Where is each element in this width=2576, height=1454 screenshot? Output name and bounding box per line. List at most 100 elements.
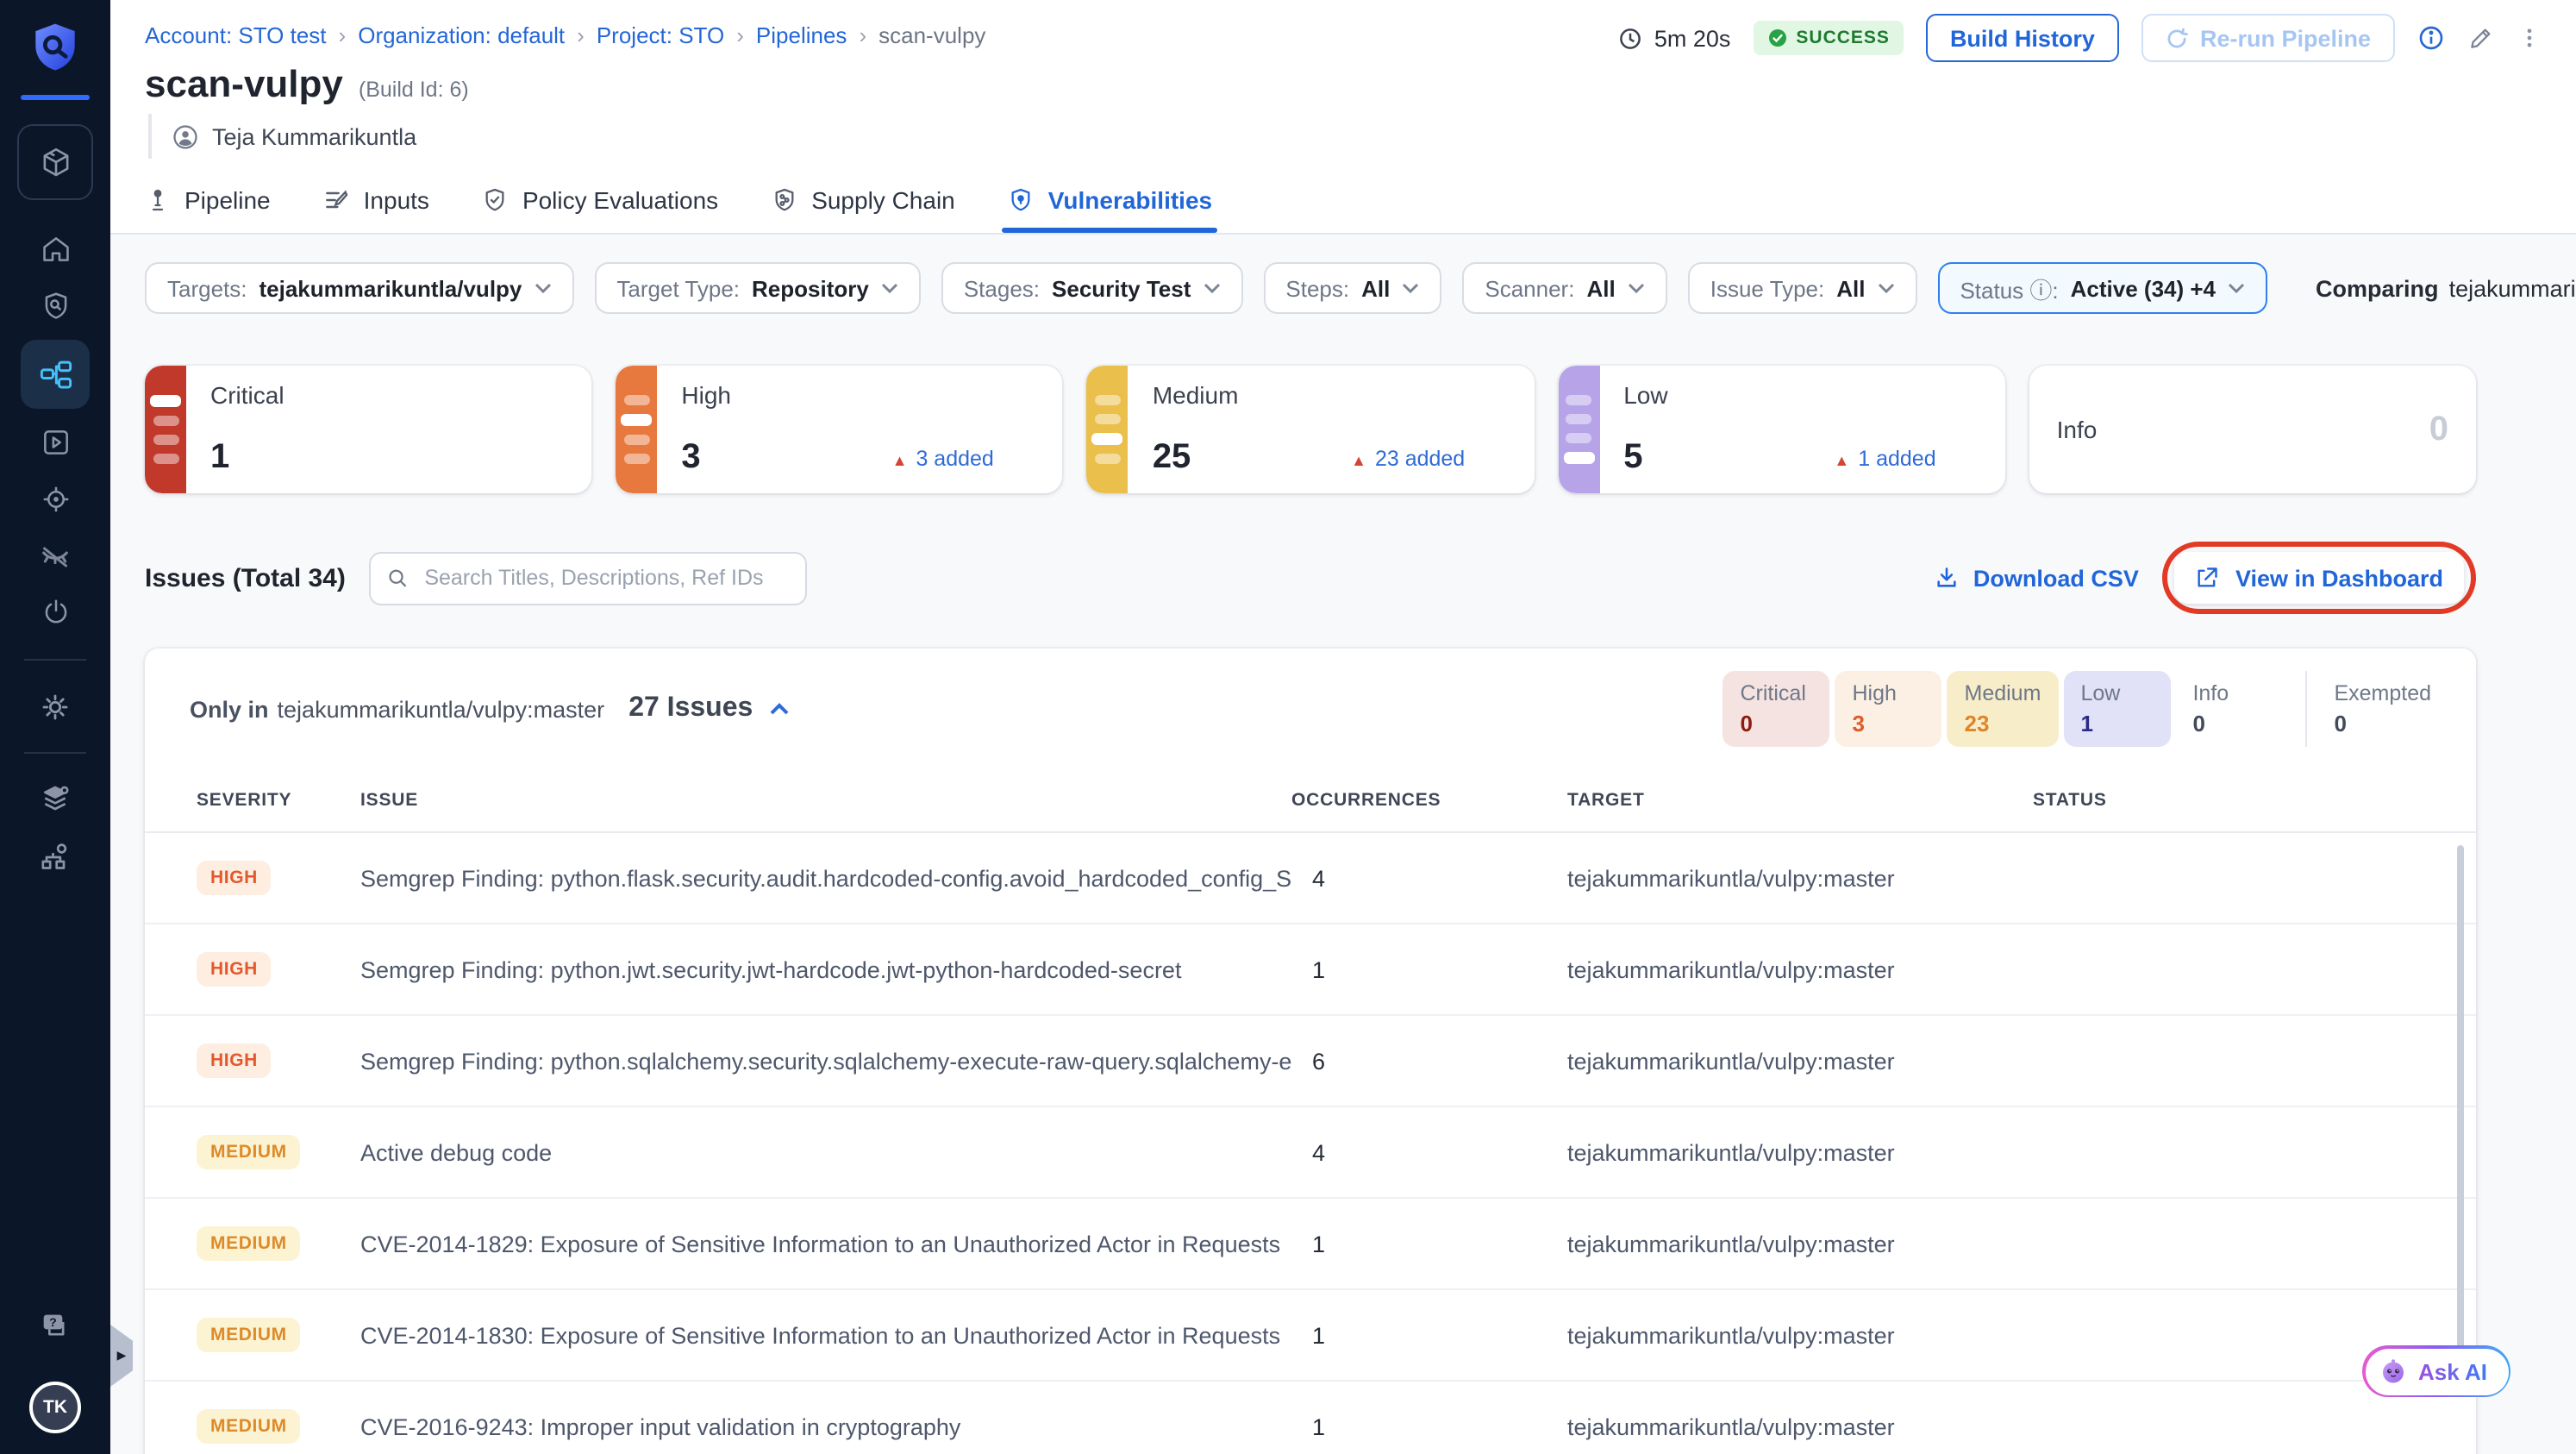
author-name: Teja Kummarikuntla [212, 123, 417, 149]
sidebar-item-get-started[interactable] [21, 585, 90, 642]
expand-arrow-icon: ▶ [116, 1350, 127, 1362]
severity-badge: MEDIUM [197, 1226, 301, 1261]
filter-dropdown[interactable]: Issue Type: All [1687, 262, 1917, 314]
issue-row[interactable]: MEDIUM CVE-2014-1829: Exposure of Sensit… [145, 1199, 2476, 1290]
table-scrollbar[interactable] [2457, 845, 2464, 1349]
ask-ai-button[interactable]: Ask AI [2362, 1345, 2510, 1397]
executions-icon [43, 430, 67, 454]
sidebar-item-org-hierarchy[interactable] [21, 828, 90, 885]
refresh-icon [2167, 27, 2188, 47]
info-button[interactable] [2417, 24, 2445, 52]
comparing-label: Comparing tejakummarikuntla/vulpy:master… [2316, 275, 2576, 301]
sidebar-item-test-targets[interactable] [21, 278, 90, 335]
sidebar-item-exemptions[interactable] [21, 528, 90, 585]
issues-card: Only in tejakummarikuntla/vulpy:master 2… [145, 649, 2476, 1454]
filter-dropdown[interactable]: Status ⓘ: Active (34) +4 [1937, 262, 2268, 314]
breadcrumb-org[interactable]: Organization: default [358, 22, 566, 48]
issue-row[interactable]: MEDIUM Active debug code 4 tejakummariku… [145, 1107, 2476, 1199]
issue-occurrences: 1 [1312, 956, 1326, 982]
issues-header: Issues (Total 34) Download CSV View in D… [145, 542, 2476, 614]
issue-occurrences: 4 [1312, 865, 1326, 891]
edit-pipeline-button[interactable] [2467, 24, 2495, 52]
kebab-menu-icon [2527, 28, 2532, 47]
issue-target: tejakummarikuntla/vulpy:master [1567, 1413, 1895, 1439]
cube-icon [42, 147, 68, 176]
issue-occurrences: 1 [1312, 1231, 1326, 1257]
severity-card-low[interactable]: Low 5 1 added [1558, 366, 2005, 493]
sidebar-item-project-settings[interactable] [21, 678, 90, 735]
ask-ai-label: Ask AI [2418, 1358, 2487, 1384]
issues-group-header[interactable]: Only in tejakummarikuntla/vulpy:master 2… [145, 649, 2476, 769]
breadcrumb-pipelines[interactable]: Pipelines [755, 22, 847, 48]
issue-title: CVE-2014-1830: Exposure of Sensitive Inf… [360, 1322, 1281, 1348]
severity-chip: Exempted 0 [2304, 671, 2448, 747]
tab-policy-evaluations[interactable]: Policy Evaluations [481, 167, 718, 233]
annotation-highlight: View in Dashboard [2162, 542, 2476, 614]
filter-dropdown[interactable]: Targets: tejakummarikuntla/vulpy [145, 262, 574, 314]
sidebar-item-targets[interactable] [21, 471, 90, 528]
severity-card-high[interactable]: High 3 3 added [616, 366, 1063, 493]
breadcrumb-project[interactable]: Project: STO [596, 22, 725, 48]
issue-title: Semgrep Finding: python.flask.security.a… [360, 865, 1291, 891]
issues-actions: Download CSV View in Dashboard [1935, 542, 2476, 614]
hierarchy-gear-icon [41, 843, 67, 868]
issue-row[interactable]: HIGH Semgrep Finding: python.sqlalchemy.… [145, 1016, 2476, 1107]
issue-row[interactable]: HIGH Semgrep Finding: python.jwt.securit… [145, 924, 2476, 1016]
col-status: STATUS [2033, 790, 2107, 811]
issue-row[interactable]: MEDIUM CVE-2014-1830: Exposure of Sensit… [145, 1290, 2476, 1382]
issue-target: tejakummarikuntla/vulpy:master [1567, 1048, 1895, 1074]
issue-target: tejakummarikuntla/vulpy:master [1567, 1139, 1895, 1165]
filter-dropdown[interactable]: Steps: All [1263, 262, 1442, 314]
module-switcher-button[interactable] [17, 124, 93, 200]
sto-module-logo-icon [26, 17, 84, 79]
more-options-button[interactable] [2517, 24, 2542, 52]
search-input[interactable] [421, 564, 789, 592]
filter-dropdown[interactable]: Stages: Security Test [941, 262, 1243, 314]
pipelines-icon [39, 360, 72, 388]
sidebar-item-default-settings[interactable] [21, 771, 90, 828]
sidebar-item-pipelines[interactable] [21, 340, 90, 409]
issue-row[interactable]: MEDIUM CVE-2016-9243: Improper input val… [145, 1382, 2476, 1454]
issue-title: Active debug code [360, 1139, 553, 1165]
rerun-pipeline-button[interactable]: Re-run Pipeline [2141, 14, 2395, 62]
view-in-dashboard-button[interactable]: View in Dashboard [2174, 552, 2464, 604]
page-title: scan-vulpy [145, 62, 343, 105]
build-history-button[interactable]: Build History [1925, 14, 2119, 62]
severity-card-critical[interactable]: Critical 1 [145, 366, 592, 493]
issue-row[interactable]: HIGH Semgrep Finding: python.flask.secur… [145, 833, 2476, 924]
info-icon [2419, 26, 2443, 50]
execution-tabs: Pipeline Inputs Policy Evaluations Suppl… [145, 167, 1218, 233]
tab-supply-chain[interactable]: Supply Chain [770, 167, 955, 233]
gear-icon [42, 693, 68, 719]
shield-search-icon [44, 292, 66, 319]
severity-card-medium[interactable]: Medium 25 23 added [1086, 366, 1535, 493]
sidebar: ? TK [0, 0, 110, 1454]
sidebar-nav [21, 221, 90, 885]
user-avatar[interactable]: TK [29, 1382, 81, 1433]
power-icon [44, 599, 66, 624]
vulnerabilities-content: Targets: tejakummarikuntla/vulpy Target … [110, 233, 2576, 1454]
severity-cards: Critical 1 High 3 3 added Medium 25 2 [145, 366, 2477, 493]
issues-search[interactable] [369, 551, 808, 605]
severity-card-info[interactable]: Info 0 [2029, 366, 2477, 493]
severity-chip: Info 0 [2192, 681, 2229, 736]
sidebar-item-home[interactable] [21, 221, 90, 278]
severity-chip: Low 1 [2063, 671, 2171, 747]
tab-inputs[interactable]: Inputs [322, 167, 429, 233]
sidebar-item-executions[interactable] [21, 414, 90, 471]
low-meter-icon [1558, 366, 1600, 493]
filter-pills: Targets: tejakummarikuntla/vulpy Target … [145, 262, 2268, 314]
tab-vulnerabilities[interactable]: Vulnerabilities [1001, 167, 1218, 233]
filter-dropdown[interactable]: Target Type: Repository [594, 262, 921, 314]
chevron-up-icon[interactable] [768, 702, 789, 716]
download-csv-button[interactable]: Download CSV [1935, 565, 2139, 591]
filter-dropdown[interactable]: Scanner: All [1462, 262, 1667, 314]
issue-occurrences: 1 [1312, 1322, 1326, 1348]
home-icon [42, 237, 68, 261]
tab-pipeline[interactable]: Pipeline [145, 167, 271, 233]
help-chat-button[interactable]: ? [21, 1297, 90, 1354]
breadcrumb-account[interactable]: Account: STO test [145, 22, 327, 48]
layers-gear-icon [44, 785, 69, 810]
search-icon [390, 568, 408, 586]
